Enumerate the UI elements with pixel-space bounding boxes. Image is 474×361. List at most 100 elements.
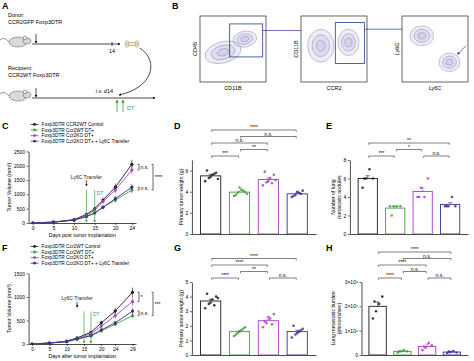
cell-density [338,29,359,55]
tick-label: 24 [130,225,136,231]
data-point [114,314,117,317]
data-point [423,345,426,348]
data-point [274,179,277,182]
population-arrow [457,46,466,55]
tick-mark [190,355,192,356]
tick-mark [27,166,29,167]
data-point [131,291,134,294]
data-point [451,196,454,199]
plot-area [201,169,308,234]
data-point [76,337,79,340]
significance-label: **** [155,174,163,180]
tick-mark [348,216,350,217]
y-axis-title: CD45 [192,42,198,56]
x-axis-title: Ly6C [429,85,442,91]
significance-bracket [138,187,140,190]
legend-label: Foxp3DTR Ccr2KO DT+ + Ly6C Transfer [42,261,130,266]
data-point [427,342,430,345]
dt-arrow [117,100,118,112]
tick: 2 [344,213,350,219]
tick: 0 [186,352,192,358]
tick: 2000 [14,163,29,169]
data-point [418,196,421,199]
bar [287,194,307,234]
data-point [300,193,303,196]
significance-label: *** [379,150,385,156]
tick-mark [27,320,29,321]
cell-density [216,47,230,57]
tick: 6 [186,168,192,174]
tick-mark [27,297,29,298]
annotation: DT [84,311,100,343]
series-line [33,187,132,223]
tick-mark [27,151,29,152]
series-line [32,302,132,344]
legend-marker [33,129,36,132]
tick-label: 5 [186,279,189,285]
data-point [204,307,207,310]
legend-marker [33,245,36,248]
tick-label: 10 [72,225,78,231]
data-point [48,341,51,344]
cell-density [232,29,258,49]
legend-item: Foxp3DTR Ccr2KO DT+ + Ly6C Transfer [31,139,130,144]
data-point [31,221,34,223]
tick-mark [190,340,192,341]
significance-label: **** [398,259,406,265]
y-axis-title: Tumor Volume (mm³) [6,163,12,212]
flow-plot: Ly6CLy6G [394,16,468,91]
data-point [130,168,133,171]
cell-density [241,36,250,43]
tick: 20 [113,223,119,231]
significance-bracket [269,278,296,280]
tick-mark [360,355,362,356]
data-point [130,186,133,189]
data-point [361,186,364,189]
tick-mark [348,179,350,180]
legend-item: Foxp3DTR Ccr2WT DT+ [31,128,95,133]
data-point [52,221,55,223]
data-point [76,337,79,340]
tick-label: 2 [344,213,347,219]
tick: 0 [31,344,34,352]
data-point [72,218,75,221]
data-point [235,333,238,336]
tick-label: 1 [186,338,189,344]
significance-label: * [141,294,143,300]
significance-label: n.s. [432,150,440,156]
tick: 2500 [14,149,29,155]
cell-density [308,29,334,62]
tick: 2×10⁶ [345,303,362,309]
tick: 5 [52,223,55,231]
tick-mark [27,209,29,210]
bar-chart: E02468Number of lungmetastatic nodules**… [326,121,469,237]
significance-label: n.s. [264,131,272,137]
data-point [101,206,104,209]
annotation: DT [86,190,103,222]
plot-frame [402,16,468,82]
x-axis-title: CD11B [224,85,242,91]
legend-marker [33,251,36,254]
data-point [65,340,68,343]
data-point [52,221,55,223]
legend-item: Foxp3DTR Ccr2KO DT+ [31,255,94,260]
tick-label: 1×10⁶ [345,328,358,334]
cell-density [446,59,453,65]
injection-label: i.v. d14 [96,88,113,94]
line-chart: F051015202429050010001500Days after tumo… [2,243,160,359]
data-point [52,221,55,223]
timeline-arrow [36,88,37,97]
mouse-icon [0,36,31,47]
annotation: Ly6C Transfer [71,174,103,186]
flow-panel: BCD11BCD45CCR2CD11BLy6CLy6G [172,1,468,91]
data-point [363,177,366,180]
y-axis-title: CD11B [293,40,299,58]
data-point [245,193,248,196]
transfer-arrow [119,48,151,95]
data-point [65,340,68,343]
gate [230,24,263,57]
data-point [427,177,430,180]
x-axis-line [192,355,316,356]
bar [258,180,278,234]
data-point [300,329,303,332]
